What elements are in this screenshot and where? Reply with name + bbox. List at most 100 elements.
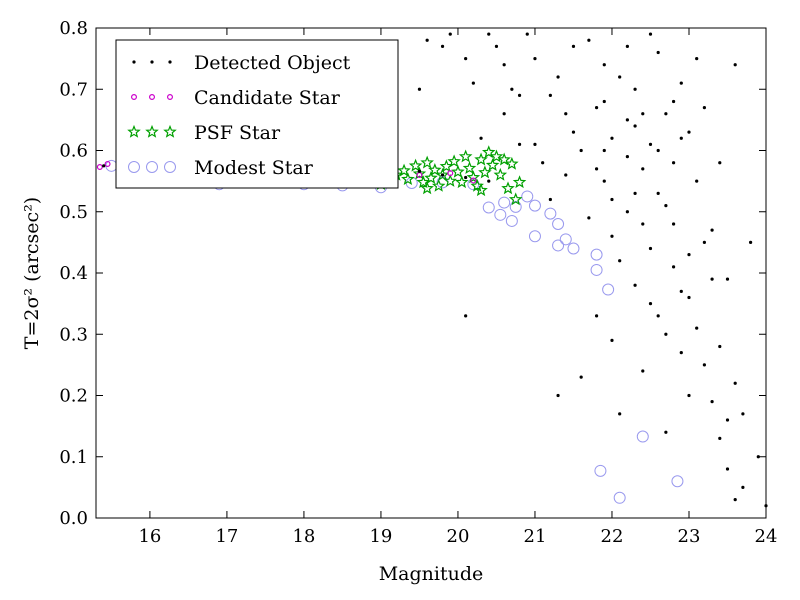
data-point <box>509 200 522 213</box>
data-point <box>494 44 499 48</box>
data-point <box>710 400 714 404</box>
x-tick-label: 16 <box>138 526 161 547</box>
data-point <box>664 430 668 434</box>
data-point <box>641 369 645 373</box>
data-point <box>664 332 668 336</box>
data-point <box>748 240 753 244</box>
data-point <box>521 190 534 203</box>
legend-marker <box>128 161 140 173</box>
data-point <box>548 93 552 97</box>
data-point <box>641 167 645 171</box>
data-point <box>104 160 111 167</box>
data-point <box>408 158 423 172</box>
data-point <box>671 265 676 269</box>
data-point <box>502 112 506 116</box>
x-tick-label: 21 <box>524 526 547 547</box>
data-point <box>656 50 660 55</box>
data-point <box>440 173 445 177</box>
y-tick-label: 0.0 <box>59 508 88 529</box>
data-point <box>679 289 683 293</box>
data-point <box>733 63 737 67</box>
data-point <box>741 412 745 416</box>
data-point <box>428 162 442 176</box>
data-point <box>733 498 737 502</box>
data-point <box>510 87 514 91</box>
legend-marker <box>132 60 136 64</box>
data-point <box>702 106 706 110</box>
x-tick-label: 19 <box>369 526 392 547</box>
data-point <box>502 63 506 67</box>
data-point <box>687 295 691 300</box>
data-point <box>590 248 603 261</box>
series-psf-star <box>374 145 527 206</box>
legend-marker <box>145 124 159 138</box>
data-point <box>718 436 722 440</box>
data-point <box>544 207 557 220</box>
x-tick-label: 22 <box>601 526 624 547</box>
legend-marker <box>127 124 141 138</box>
data-point <box>602 99 606 104</box>
data-point <box>464 175 468 180</box>
data-point <box>695 57 699 61</box>
y-tick-label: 0.5 <box>59 202 88 223</box>
legend-marker <box>150 60 154 64</box>
data-point <box>718 344 722 349</box>
data-point <box>439 159 454 173</box>
data-point <box>401 172 415 186</box>
data-point <box>494 208 507 221</box>
y-tick-label: 0.6 <box>59 141 88 162</box>
y-tick-label: 0.1 <box>59 447 88 468</box>
data-point <box>648 142 653 146</box>
data-point <box>479 136 483 140</box>
data-point <box>96 164 103 171</box>
x-tick-label: 24 <box>755 526 778 547</box>
data-point <box>431 178 446 192</box>
data-point <box>498 196 511 209</box>
data-point <box>633 283 637 287</box>
data-point <box>587 38 591 42</box>
y-tick-label: 0.2 <box>59 386 88 407</box>
data-point <box>482 201 495 214</box>
data-point <box>636 430 649 443</box>
data-point <box>505 156 519 170</box>
data-point <box>679 81 683 85</box>
data-point <box>610 136 614 140</box>
data-point <box>478 165 492 179</box>
data-point <box>417 87 422 91</box>
data-point <box>687 253 691 257</box>
data-point <box>420 181 434 195</box>
data-point <box>656 191 660 195</box>
legend-box <box>115 39 399 189</box>
data-point <box>508 192 523 206</box>
axes: 16 17 18 19 20 21 22 23 24 0.0 0.1 0.2 0.3 0.4 0.5 0.6 0… <box>21 18 777 585</box>
data-point <box>481 145 496 159</box>
data-point <box>471 81 475 85</box>
data-point <box>474 183 488 197</box>
data-point <box>648 246 653 251</box>
data-point <box>424 170 438 184</box>
data-point <box>641 222 645 226</box>
legend-marker <box>168 60 172 64</box>
data-point <box>695 179 699 183</box>
y-tick-label: 0.3 <box>59 324 88 345</box>
data-point <box>425 38 429 42</box>
data-point <box>633 87 637 91</box>
data-point <box>633 124 637 128</box>
data-point <box>517 142 522 146</box>
y-axis-label: T=2σ² (arcsec²) <box>21 197 43 349</box>
data-point <box>528 230 541 243</box>
legend-marker <box>163 124 177 138</box>
data-point <box>602 63 606 67</box>
data-point <box>733 381 737 385</box>
data-point <box>613 491 626 504</box>
data-point <box>594 106 599 110</box>
data-point <box>487 32 491 36</box>
x-tick-label: 23 <box>678 526 701 547</box>
legend-entry: Candidate Star <box>131 87 341 109</box>
data-point <box>552 239 565 252</box>
data-point <box>602 283 615 296</box>
legend-label: Modest Star <box>194 157 314 179</box>
data-point <box>664 204 668 208</box>
series-modest-star <box>105 157 684 504</box>
